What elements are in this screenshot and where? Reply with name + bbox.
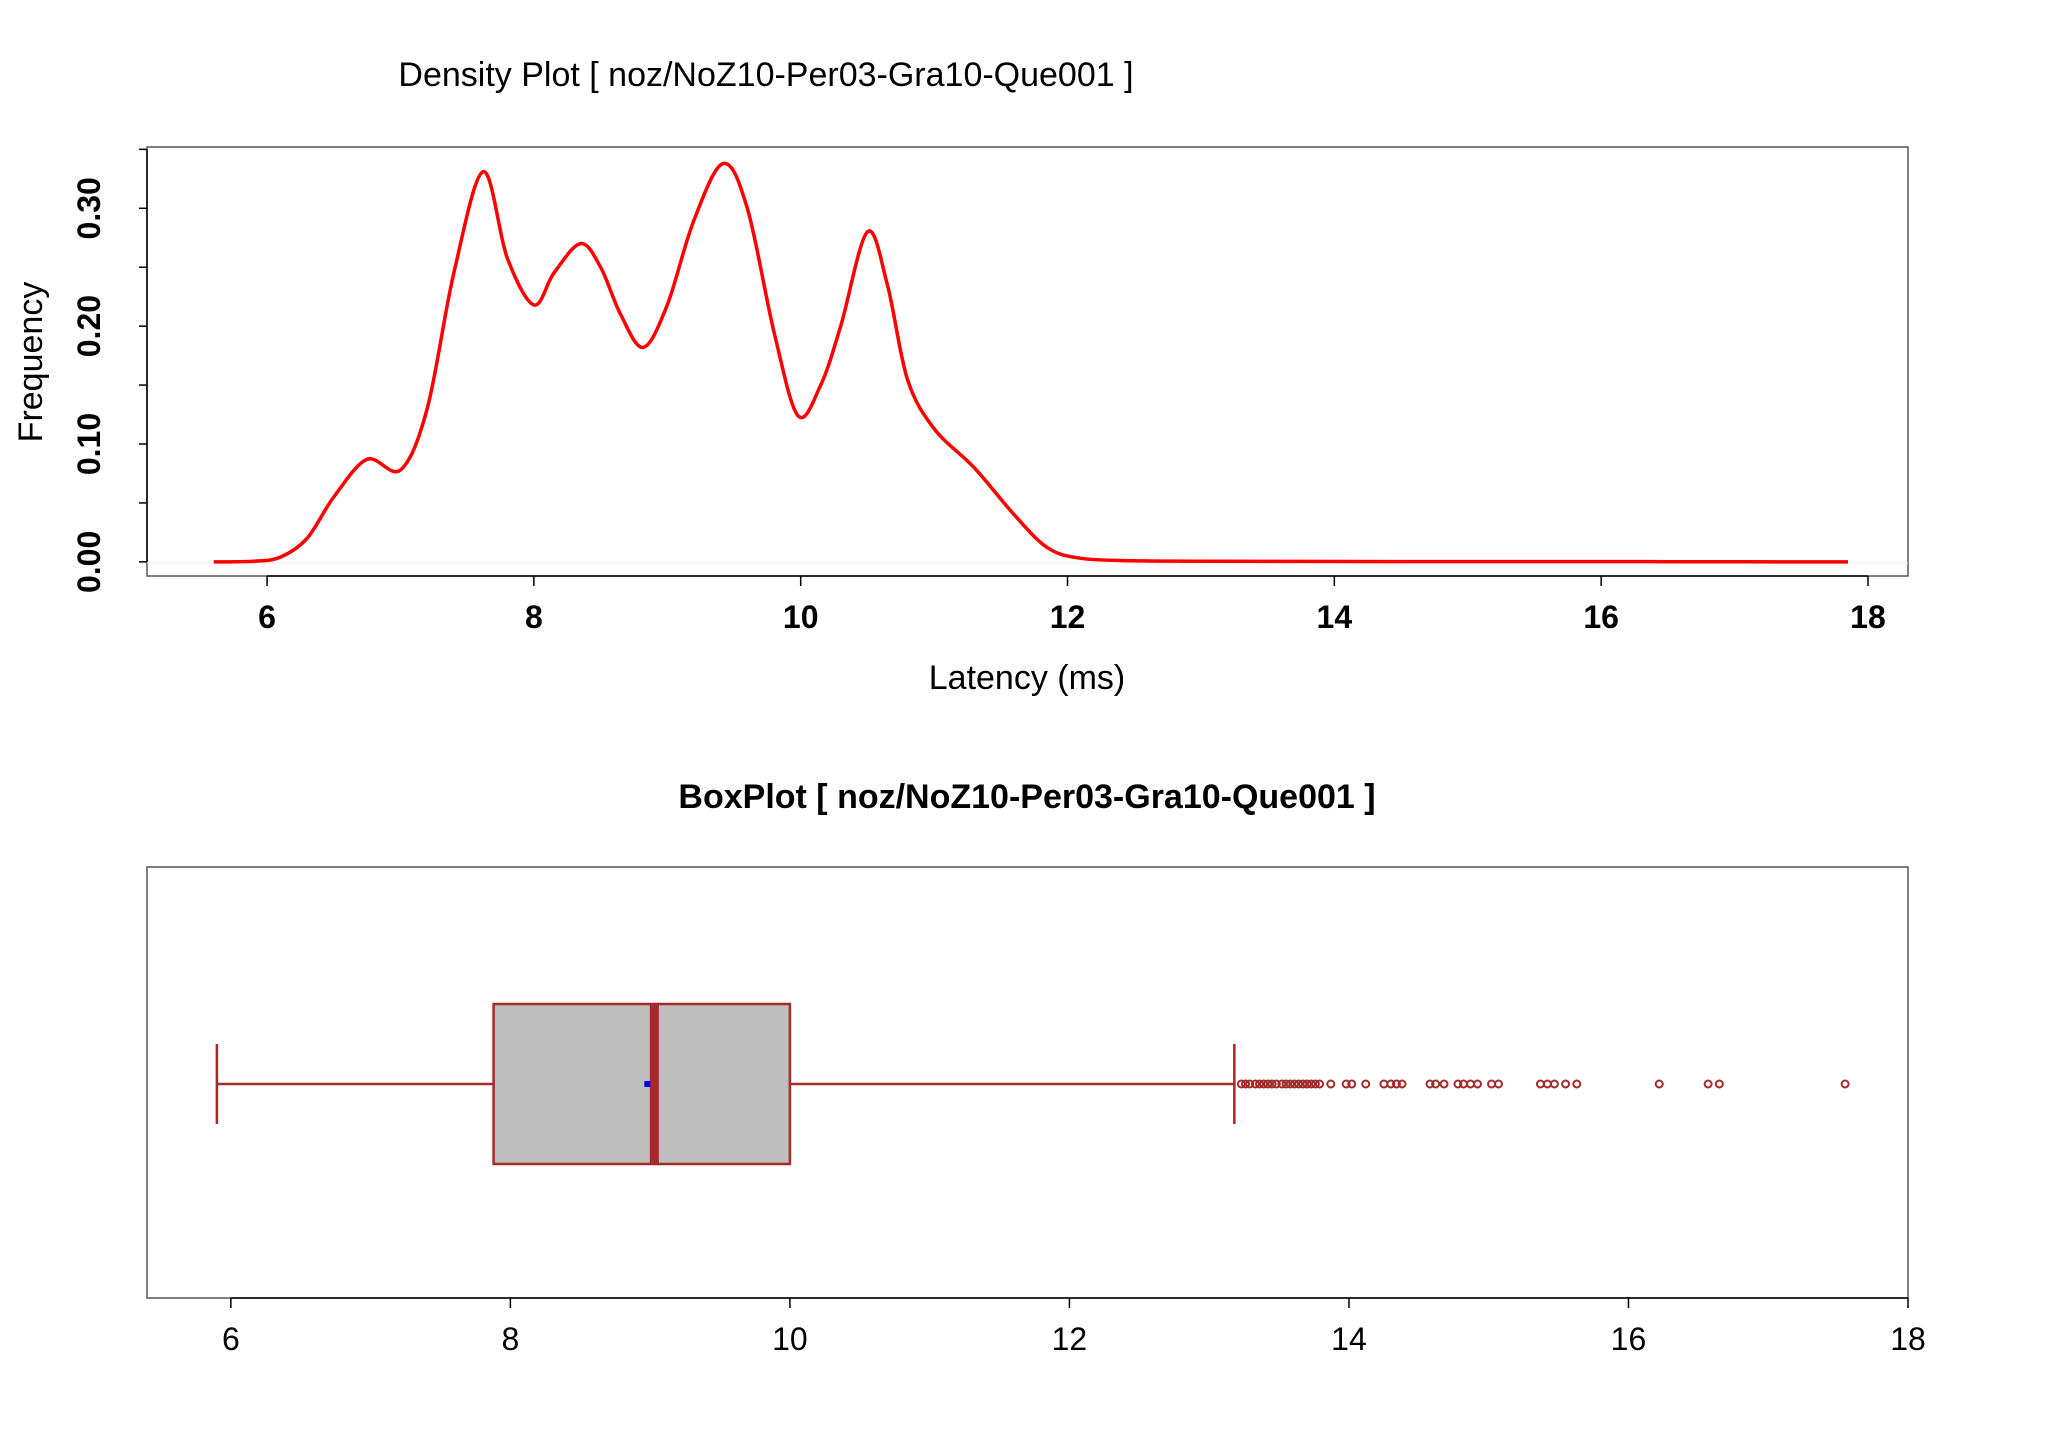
boxplot-outlier bbox=[1259, 1079, 1269, 1089]
boxplot-outlier bbox=[1572, 1079, 1582, 1089]
boxplot-outlier bbox=[1714, 1079, 1724, 1089]
boxplot-outlier bbox=[1245, 1079, 1255, 1089]
boxplot-outlier bbox=[1487, 1079, 1497, 1089]
boxplot-outlier bbox=[1294, 1079, 1304, 1089]
boxplot-outlier bbox=[1277, 1079, 1287, 1089]
boxplot-outliers bbox=[1236, 1079, 1850, 1089]
boxplot-x-tick-label: 6 bbox=[222, 1321, 240, 1357]
density-x-tick-label: 16 bbox=[1583, 599, 1619, 635]
boxplot-x-tick-label: 10 bbox=[772, 1321, 808, 1357]
boxplot-x-axis: 6 8 10 12 14 16 18 bbox=[222, 1297, 1926, 1357]
density-y-tick-label: 0.30 bbox=[71, 177, 107, 239]
boxplot-outlier bbox=[1561, 1079, 1571, 1089]
boxplot-outlier bbox=[1703, 1079, 1713, 1089]
boxplot-outlier bbox=[1361, 1079, 1371, 1089]
boxplot-frame bbox=[146, 866, 1909, 1299]
boxplot-mean-marker bbox=[644, 1081, 651, 1087]
boxplot-outlier bbox=[1255, 1079, 1265, 1089]
boxplot-outlier bbox=[1654, 1079, 1664, 1089]
boxplot-outlier bbox=[1542, 1079, 1552, 1089]
boxplot-outlier bbox=[1425, 1079, 1435, 1089]
density-x-tick-label: 8 bbox=[525, 599, 543, 635]
boxplot-outlier bbox=[1267, 1079, 1277, 1089]
density-x-axis: 6 8 10 12 14 16 18 bbox=[258, 575, 1886, 635]
boxplot-outlier bbox=[1315, 1079, 1325, 1089]
boxplot-outlier bbox=[1271, 1079, 1281, 1089]
boxplot-outlier bbox=[1347, 1079, 1357, 1089]
density-x-tick-label: 18 bbox=[1850, 599, 1886, 635]
density-y-tick-label: 0.20 bbox=[71, 295, 107, 357]
density-y-tick-label: 0.10 bbox=[71, 413, 107, 475]
boxplot-outlier bbox=[1250, 1079, 1260, 1089]
density-x-tick-label: 14 bbox=[1317, 599, 1353, 635]
boxplot-outlier bbox=[1379, 1079, 1389, 1089]
boxplot-outlier bbox=[1298, 1079, 1308, 1089]
box-plot: BoxPlot [ noz/NoZ10-Per03-Gra10-Que001 ]… bbox=[146, 778, 1926, 1357]
boxplot-outlier bbox=[1341, 1079, 1351, 1089]
boxplot-outlier bbox=[1289, 1079, 1299, 1089]
density-y-axis: 0.00 0.10 0.20 0.30 bbox=[71, 148, 148, 593]
density-y-tick-label: 0.00 bbox=[71, 531, 107, 593]
boxplot-box bbox=[492, 1002, 792, 1166]
boxplot-outlier bbox=[1466, 1079, 1476, 1089]
boxplot-outlier bbox=[1535, 1079, 1545, 1089]
boxplot-x-tick-label: 18 bbox=[1890, 1321, 1926, 1357]
density-title: Density Plot [ noz/NoZ10-Per03-Gra10-Que… bbox=[398, 56, 1133, 94]
boxplot-outlier bbox=[1263, 1079, 1273, 1089]
boxplot-x-tick-label: 16 bbox=[1611, 1321, 1647, 1357]
boxplot-x-tick-label: 8 bbox=[501, 1321, 519, 1357]
density-plot: Density Plot [ noz/NoZ10-Per03-Gra10-Que… bbox=[12, 56, 1909, 697]
boxplot-x-tick-label: 14 bbox=[1331, 1321, 1367, 1357]
boxplot-outlier bbox=[1493, 1079, 1503, 1089]
boxplot-title: BoxPlot [ noz/NoZ10-Per03-Gra10-Que001 ] bbox=[678, 778, 1375, 816]
boxplot-outlier bbox=[1473, 1079, 1483, 1089]
boxplot-outlier bbox=[1549, 1079, 1559, 1089]
density-x-tick-label: 6 bbox=[258, 599, 276, 635]
boxplot-outlier bbox=[1431, 1079, 1441, 1089]
boxplot-outlier bbox=[1326, 1079, 1336, 1089]
boxplot-outlier bbox=[1285, 1079, 1295, 1089]
density-series-line bbox=[213, 161, 1849, 564]
boxplot-outlier bbox=[1310, 1079, 1320, 1089]
boxplot-outlier bbox=[1439, 1079, 1449, 1089]
boxplot-marks bbox=[215, 1002, 1236, 1166]
boxplot-outlier bbox=[1397, 1079, 1407, 1089]
boxplot-outlier bbox=[1453, 1079, 1463, 1089]
boxplot-outlier bbox=[1281, 1079, 1291, 1089]
density-x-tick-label: 12 bbox=[1050, 599, 1086, 635]
density-x-tick-label: 10 bbox=[783, 599, 819, 635]
boxplot-outlier bbox=[1236, 1079, 1246, 1089]
density-plot-frame bbox=[146, 146, 1909, 577]
boxplot-outlier bbox=[1386, 1079, 1396, 1089]
boxplot-outlier bbox=[1302, 1079, 1312, 1089]
boxplot-outlier bbox=[1306, 1079, 1316, 1089]
boxplot-x-tick-label: 12 bbox=[1052, 1321, 1088, 1357]
boxplot-outlier bbox=[1241, 1079, 1251, 1089]
boxplot-outlier bbox=[1391, 1079, 1401, 1089]
density-y-axis-label: Frequency bbox=[12, 282, 50, 443]
boxplot-outlier bbox=[1840, 1079, 1850, 1089]
density-x-axis-label: Latency (ms) bbox=[929, 659, 1126, 697]
